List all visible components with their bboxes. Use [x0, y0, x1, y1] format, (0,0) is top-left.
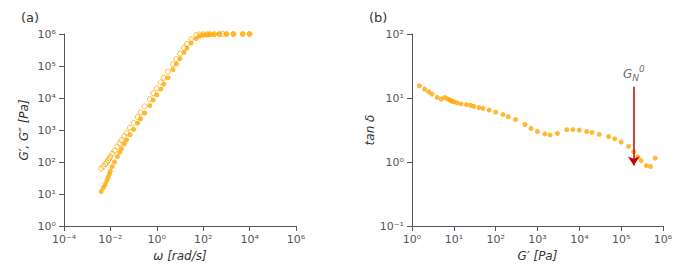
- svg-text:10¹: 10¹: [445, 233, 463, 246]
- svg-text:10⁴: 10⁴: [240, 233, 259, 246]
- svg-text:(b): (b): [369, 10, 387, 25]
- svg-text:10⁻¹: 10⁻¹: [380, 220, 404, 233]
- svg-text:10¹: 10¹: [386, 92, 404, 105]
- svg-text:10⁰: 10⁰: [403, 233, 422, 246]
- svg-text:10⁶: 10⁶: [654, 233, 673, 246]
- svg-text:10⁵: 10⁵: [612, 233, 630, 246]
- svg-text:(a): (a): [21, 10, 39, 25]
- svg-text:10³: 10³: [528, 233, 546, 246]
- svg-text:10⁻²: 10⁻²: [98, 233, 122, 246]
- svg-text:10²: 10²: [38, 156, 56, 169]
- svg-text:10⁶: 10⁶: [38, 28, 57, 41]
- svg-text:10²: 10²: [386, 28, 404, 41]
- svg-text:10³: 10³: [38, 124, 56, 137]
- svg-text:10²: 10²: [486, 233, 504, 246]
- svg-text:G′ [Pa]: G′ [Pa]: [518, 249, 558, 263]
- svg-text:0: 0: [639, 64, 645, 74]
- svg-text:N: N: [632, 73, 639, 83]
- svg-text:G′, G″ [Pa]: G′, G″ [Pa]: [17, 99, 31, 161]
- svg-text:10⁰: 10⁰: [38, 220, 57, 233]
- svg-text:tan δ: tan δ: [363, 115, 377, 146]
- svg-text:10¹: 10¹: [38, 188, 56, 201]
- svg-text:ω [rad/s]: ω [rad/s]: [153, 249, 207, 263]
- svg-text:10⁻⁴: 10⁻⁴: [52, 233, 77, 246]
- svg-text:10⁰: 10⁰: [148, 233, 167, 246]
- svg-text:G: G: [623, 67, 632, 81]
- svg-text:10⁶: 10⁶: [287, 233, 306, 246]
- svg-text:10⁴: 10⁴: [570, 233, 589, 246]
- svg-text:10⁵: 10⁵: [38, 60, 56, 73]
- svg-text:10⁰: 10⁰: [386, 156, 405, 169]
- svg-text:10²: 10²: [194, 233, 212, 246]
- svg-text:10⁴: 10⁴: [38, 92, 57, 105]
